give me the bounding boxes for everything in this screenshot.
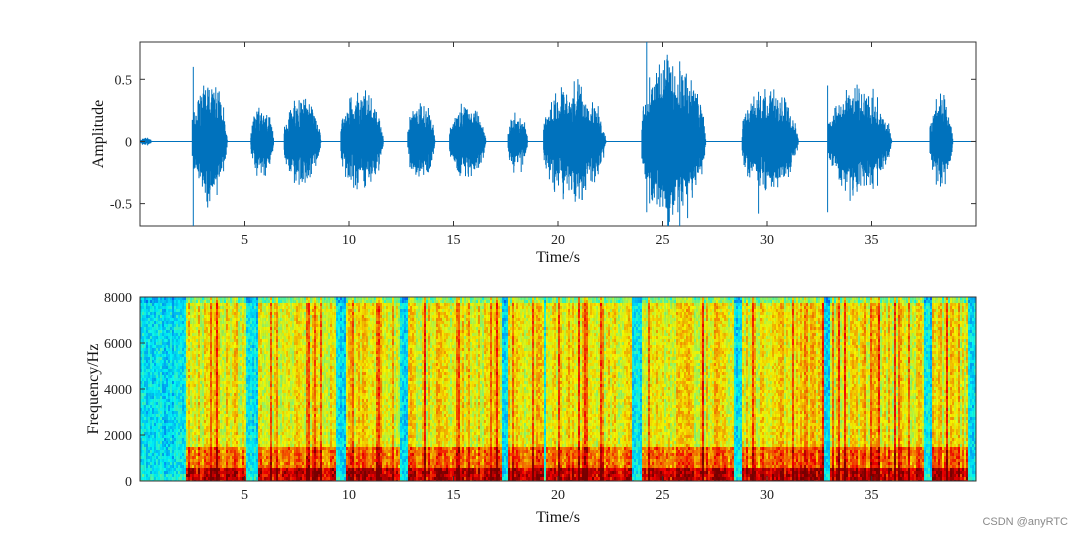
waveform-axes: 5 10 15 20 25 30 35 -0.5 0 0.5 Time/s Amplitude	[90, 42, 976, 266]
spectrogram-axes: 5 10 15 20 25 30 35 0 2000 4000 6000 8000 Time/s F…	[85, 291, 977, 526]
spectrogram-y-tick-label: 6000	[104, 337, 132, 352]
waveform-x-tick-label: 5	[241, 233, 248, 248]
waveform-x-tick-label: 10	[342, 233, 356, 248]
spectrogram-y-tick-label: 2000	[104, 429, 132, 444]
waveform-y-tick-label: 0	[125, 135, 132, 150]
waveform-x-axis-label: Time/s	[536, 249, 580, 266]
spectrogram-y-tick-label: 4000	[104, 383, 132, 398]
spectrogram-x-tick-label: 35	[865, 488, 879, 503]
waveform-x-tick-label: 35	[865, 233, 879, 248]
spectrogram-x-tick-label: 15	[447, 488, 461, 503]
spectrogram-x-axis-label: Time/s	[536, 509, 580, 526]
waveform-y-axis-label: Amplitude	[90, 100, 107, 168]
spectrogram-x-tick-label: 10	[342, 488, 356, 503]
spectrogram-x-tick-label: 25	[656, 488, 670, 503]
waveform-y-tick-label: 0.5	[115, 73, 133, 88]
figure: 5 10 15 20 25 30 35 -0.500.5 Time/s Amplitude …	[0, 0, 1080, 540]
waveform-x-tick-label: 15	[447, 233, 461, 248]
spectrogram-x-tick-label: 5	[241, 488, 248, 503]
spectrogram-y-tick-label: 8000	[104, 291, 132, 306]
spectrogram-y-tick-label: 0	[125, 475, 132, 490]
spectrogram-x-tick-label: 30	[760, 488, 774, 503]
spectrogram-x-tick-label: 20	[551, 488, 565, 503]
watermark: CSDN @anyRTC	[982, 516, 1068, 528]
spectrogram-cells	[140, 297, 977, 484]
spectrogram-image	[140, 297, 977, 484]
waveform-y-tick-label: -0.5	[110, 198, 132, 213]
waveform-x-tick-label: 25	[656, 233, 670, 248]
waveform-x-tick-label: 30	[760, 233, 774, 248]
spectrogram-y-axis-label: Frequency/Hz	[85, 344, 102, 435]
waveform-x-tick-label: 20	[551, 233, 565, 248]
